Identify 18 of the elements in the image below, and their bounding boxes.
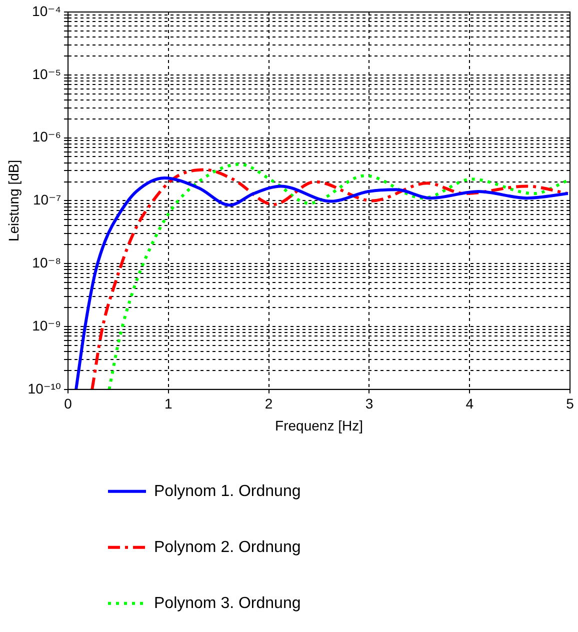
x-tick-label: 4 [466, 396, 474, 412]
y-tick-label: 10⁻⁸ [32, 254, 62, 270]
x-tick-label: 2 [264, 396, 273, 412]
legend-label: Polynom 2. Ordnung [154, 538, 301, 556]
y-tick-label: 10⁻⁶ [32, 128, 62, 145]
legend-label: Polynom 1. Ordnung [154, 482, 301, 500]
x-tick-label: 3 [365, 396, 374, 412]
y-tick-label: 10⁻⁷ [33, 192, 62, 208]
x-axis-title: Frequenz [Hz] [275, 417, 363, 434]
x-tick-label: 0 [64, 396, 72, 412]
x-tick-label: 1 [164, 396, 173, 412]
y-tick-label: 10⁻⁴ [32, 2, 62, 19]
y-tick-label: 10⁻⁵ [32, 66, 62, 82]
legend-label: Polynom 3. Ordnung [154, 594, 301, 612]
y-tick-label: 10⁻⁹ [32, 317, 62, 334]
y-axis-title: Leistung [dB] [5, 160, 22, 242]
y-tick-label: 10⁻¹⁰ [28, 380, 62, 396]
x-tick-label: 5 [566, 396, 574, 412]
